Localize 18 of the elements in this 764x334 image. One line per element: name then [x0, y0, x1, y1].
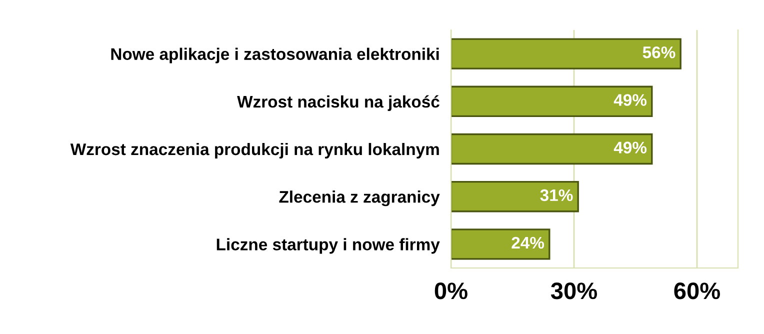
y-tick-label: Wzrost nacisku na jakość	[237, 95, 440, 111]
x-tick-label: 30%	[550, 282, 598, 300]
bar	[451, 181, 579, 212]
bar	[451, 133, 653, 165]
x-tick-label: 0%	[434, 282, 468, 300]
data-label: 49%	[614, 142, 647, 154]
data-label: 31%	[540, 189, 573, 202]
bar	[451, 38, 682, 70]
data-label: 24%	[512, 236, 544, 249]
data-label: 49%	[614, 94, 647, 106]
y-tick-label: Wzrost znaczenia produkcji na rynku lokalnym	[70, 142, 439, 158]
bar	[451, 228, 550, 260]
x-tick-label: 60%	[674, 282, 720, 300]
bar	[451, 86, 653, 117]
data-label: 56%	[642, 46, 676, 58]
y-tick-label: Zlecenia z zagranicy	[279, 190, 440, 206]
y-tick-label: Liczne startupy i nowe firmy	[216, 238, 440, 254]
y-tick-label: Nowe aplikacje i zastosowania elektroniki	[111, 48, 439, 64]
